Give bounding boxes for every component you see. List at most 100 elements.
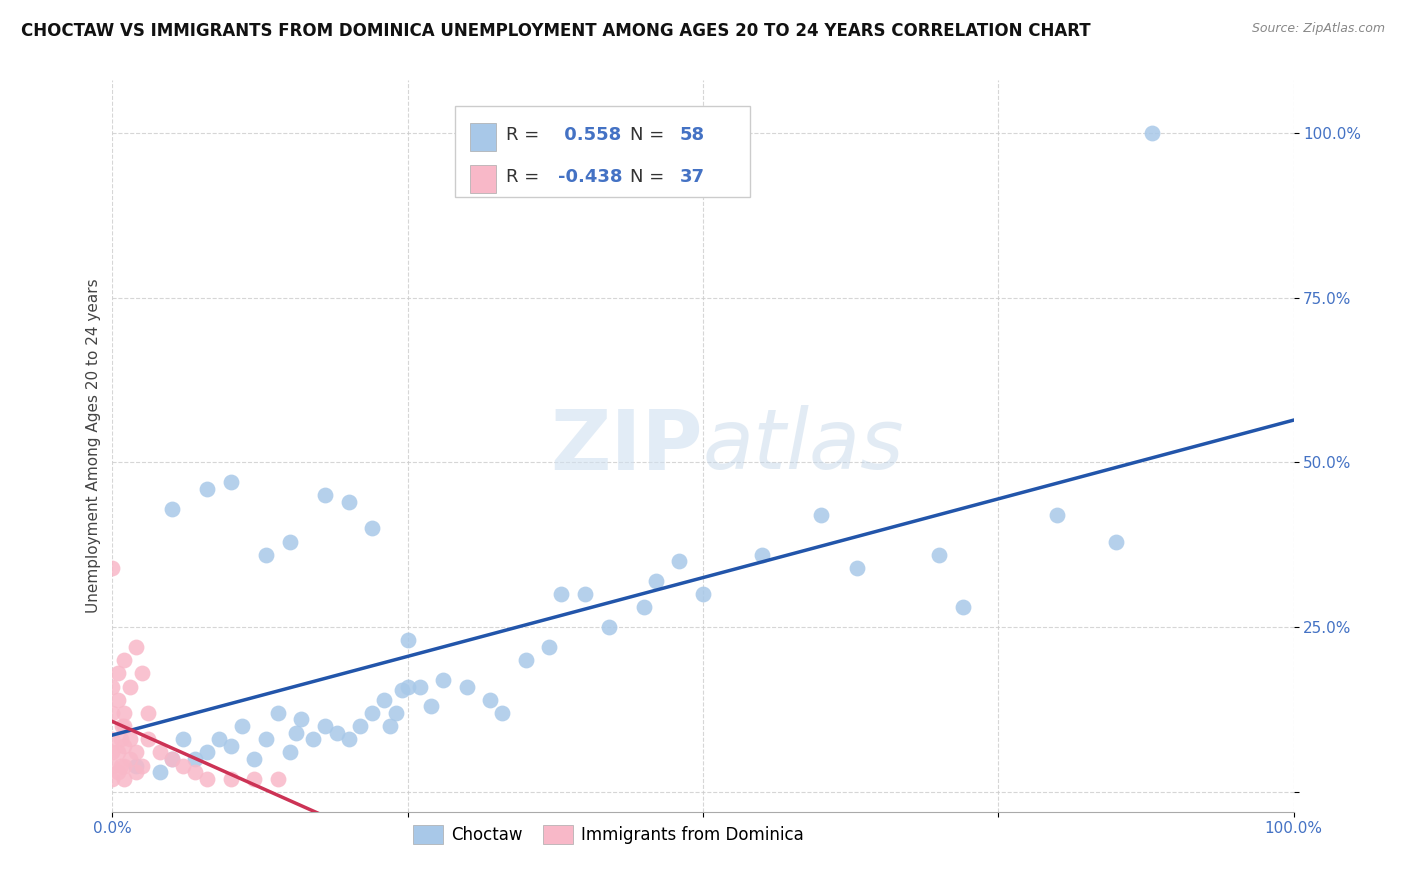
Point (112, 739, 135, 753)
Point (208, 732, 231, 747)
Point (136, 706, 159, 720)
Point (396, 680, 419, 694)
Point (112, 719, 135, 733)
Point (149, 765, 172, 780)
Point (432, 673, 454, 687)
Point (267, 772, 290, 786)
Point (125, 640, 148, 654)
Point (633, 600, 655, 615)
Point (668, 554, 690, 568)
Point (337, 495, 360, 509)
Text: R =: R = (506, 126, 544, 144)
Point (278, 534, 301, 549)
Point (420, 699, 443, 714)
Point (112, 758, 135, 772)
Point (107, 746, 129, 760)
Point (149, 746, 172, 760)
Point (1046, 508, 1069, 523)
FancyBboxPatch shape (456, 106, 751, 197)
Point (219, 739, 242, 753)
Point (125, 746, 148, 760)
Point (110, 732, 132, 747)
Text: N =: N = (630, 168, 669, 186)
Text: CHOCTAW VS IMMIGRANTS FROM DOMINICA UNEMPLOYMENT AMONG AGES 20 TO 24 YEARS CORRE: CHOCTAW VS IMMIGRANTS FROM DOMINICA UNEM… (21, 22, 1091, 40)
Point (644, 574, 666, 588)
Point (373, 692, 395, 706)
Point (928, 548, 950, 562)
Text: -0.438: -0.438 (558, 168, 623, 186)
Point (195, 772, 218, 786)
Point (598, 620, 620, 634)
Point (267, 706, 290, 720)
Point (290, 713, 312, 727)
Point (278, 746, 301, 760)
Point (1140, 126, 1163, 140)
Point (254, 732, 277, 747)
Point (110, 758, 132, 772)
Point (751, 548, 773, 562)
Point (361, 706, 384, 720)
Point (349, 719, 371, 733)
Text: 58: 58 (679, 126, 704, 144)
Point (131, 666, 153, 681)
Point (314, 719, 336, 733)
Point (219, 772, 242, 786)
Point (195, 482, 218, 496)
Point (515, 653, 537, 667)
Point (231, 719, 253, 733)
Point (172, 758, 194, 772)
Point (107, 692, 129, 706)
Point (574, 587, 596, 601)
Point (172, 732, 194, 747)
Point (184, 752, 207, 766)
Point (112, 772, 135, 786)
Y-axis label: Unemployment Among Ages 20 to 24 years: Unemployment Among Ages 20 to 24 years (86, 278, 101, 614)
Point (538, 640, 561, 654)
Point (243, 752, 266, 766)
Point (107, 765, 129, 780)
Point (160, 752, 183, 766)
Point (550, 587, 572, 601)
Point (385, 706, 408, 720)
Point (112, 706, 135, 720)
Point (1105, 534, 1128, 549)
Point (101, 706, 124, 720)
Point (184, 765, 207, 780)
Text: 0.558: 0.558 (558, 126, 621, 144)
Point (111, 719, 134, 733)
Point (125, 765, 148, 780)
Point (302, 732, 325, 747)
Point (845, 561, 868, 575)
Point (112, 653, 135, 667)
Point (195, 746, 218, 760)
Point (101, 772, 124, 786)
Point (107, 666, 129, 681)
Point (378, 719, 401, 733)
Point (314, 488, 336, 502)
Point (396, 633, 419, 648)
Point (456, 680, 478, 694)
Text: N =: N = (630, 126, 669, 144)
Point (160, 501, 183, 516)
Point (101, 561, 124, 575)
Point (120, 732, 142, 747)
Point (101, 758, 124, 772)
Point (491, 706, 513, 720)
Text: R =: R = (506, 168, 544, 186)
Text: atlas: atlas (703, 406, 904, 486)
Point (692, 587, 714, 601)
Point (160, 752, 183, 766)
Point (479, 692, 502, 706)
Point (219, 475, 242, 490)
Point (101, 732, 124, 747)
Point (810, 508, 832, 523)
Point (361, 521, 384, 535)
FancyBboxPatch shape (471, 123, 496, 151)
Text: 37: 37 (679, 168, 704, 186)
FancyBboxPatch shape (471, 165, 496, 193)
Text: Source: ZipAtlas.com: Source: ZipAtlas.com (1251, 22, 1385, 36)
Point (391, 682, 413, 697)
Point (952, 600, 974, 615)
Text: ZIP: ZIP (551, 406, 703, 486)
Point (101, 680, 124, 694)
